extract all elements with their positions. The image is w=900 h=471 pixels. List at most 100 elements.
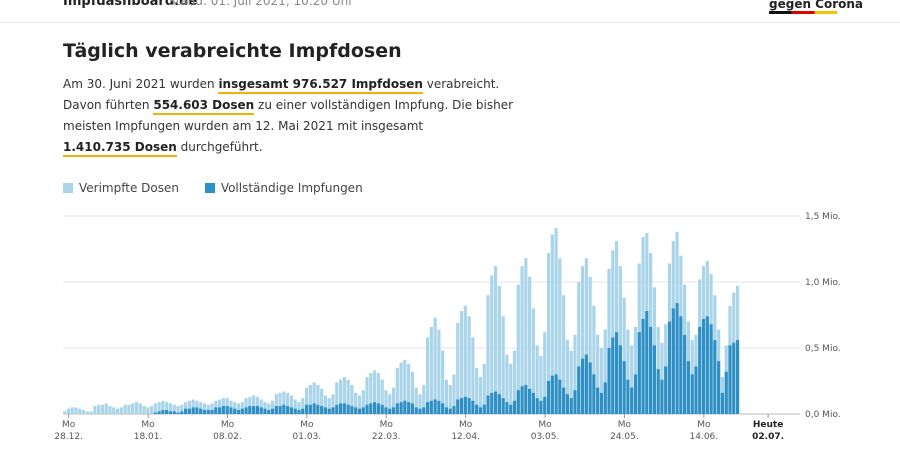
bar-total xyxy=(187,400,191,414)
bar-complete xyxy=(267,410,271,414)
bar-complete xyxy=(660,379,664,414)
bar-complete xyxy=(565,394,570,414)
bar-total xyxy=(320,388,324,414)
bar-complete xyxy=(478,407,483,414)
bar-complete xyxy=(452,406,456,414)
flag-stripe xyxy=(769,11,837,14)
bar-total xyxy=(172,404,176,414)
bar-total xyxy=(199,402,203,414)
bar-complete xyxy=(486,395,490,414)
bar-total xyxy=(142,406,146,414)
bar-total xyxy=(607,268,611,414)
legend-label-complete: Vollständige Impfungen xyxy=(220,181,363,195)
bar-total xyxy=(218,399,222,414)
bar-complete xyxy=(626,379,630,414)
bar-total xyxy=(289,395,294,414)
bar-total xyxy=(558,258,562,414)
bar-complete xyxy=(641,318,645,414)
bar-complete xyxy=(187,408,191,414)
bar-total xyxy=(327,398,331,414)
summary-text: Am 30. Juni 2021 wurden insgesamt 976.52… xyxy=(63,74,783,158)
bar-total xyxy=(471,337,475,414)
site-name[interactable]: Impfdashboard.de xyxy=(63,0,198,9)
bar-total xyxy=(596,334,600,414)
bar-total xyxy=(463,305,467,414)
bar-complete xyxy=(732,342,736,414)
bar-complete xyxy=(282,404,286,414)
bar-total xyxy=(259,399,263,414)
bar-total xyxy=(361,390,365,414)
bar-complete xyxy=(327,408,331,414)
bar-complete xyxy=(221,406,225,414)
bar-total xyxy=(89,411,93,414)
bar-total xyxy=(497,285,501,414)
bar-complete xyxy=(512,400,517,414)
bar-total xyxy=(301,398,305,414)
bar-complete xyxy=(497,394,501,414)
bar-complete xyxy=(584,354,588,414)
bar-complete xyxy=(701,318,706,414)
bar-total xyxy=(433,317,437,414)
bar-complete xyxy=(441,403,445,414)
summary-part: durchgeführt. xyxy=(176,140,263,154)
bar-total xyxy=(573,334,577,414)
bar-total xyxy=(210,403,214,414)
bar-total xyxy=(293,399,297,414)
x-tick-date: 24.05. xyxy=(610,432,639,442)
bar-total xyxy=(580,266,585,414)
bar-total xyxy=(202,403,207,414)
bar-complete xyxy=(391,407,396,414)
bar-complete xyxy=(399,402,403,414)
bar-total xyxy=(252,395,256,414)
total-doses-highlight: insgesamt 976.527 Impfdosen xyxy=(218,77,423,94)
bar-complete xyxy=(342,403,346,414)
bar-total xyxy=(429,326,433,414)
bar-complete xyxy=(180,411,184,414)
bar-total xyxy=(350,384,354,414)
bar-total xyxy=(357,395,362,414)
bar-complete xyxy=(501,398,505,414)
bar-complete xyxy=(467,398,471,414)
bar-complete xyxy=(323,407,328,414)
bar-total xyxy=(528,276,532,414)
bar-complete xyxy=(191,407,195,414)
x-tick-date: 12.04. xyxy=(451,432,480,442)
bar-complete xyxy=(588,362,592,414)
bar-complete xyxy=(675,303,679,414)
bar-total xyxy=(531,308,535,414)
bar-complete xyxy=(165,410,169,414)
bar-total xyxy=(354,392,358,414)
bar-complete xyxy=(168,411,173,414)
x-tick-weekday: Mo xyxy=(697,420,711,430)
page-title: Täglich verabreichte Impfdosen xyxy=(63,40,402,62)
bar-total xyxy=(369,373,373,414)
bar-total xyxy=(248,396,252,414)
bar-total xyxy=(520,266,524,414)
bar-complete xyxy=(229,407,233,414)
bar-total xyxy=(588,276,592,414)
bar-complete xyxy=(444,407,449,414)
bar-total xyxy=(168,403,173,414)
bar-total xyxy=(410,371,415,414)
legend-item-total[interactable]: Verimpfte Dosen xyxy=(63,181,179,195)
bar-complete xyxy=(713,340,717,414)
bar-total xyxy=(66,408,70,414)
bar-total xyxy=(286,392,290,414)
bar-complete xyxy=(301,408,305,414)
bar-complete xyxy=(308,404,312,414)
bar-total xyxy=(554,227,558,414)
bar-complete xyxy=(354,407,358,414)
bar-total xyxy=(630,345,634,414)
top-bar: Impfdashboard.de Stand: 01. Juli 2021, 1… xyxy=(0,0,900,23)
bar-complete xyxy=(357,408,362,414)
legend-item-complete[interactable]: Vollständige Impfungen xyxy=(204,181,363,195)
bar-total xyxy=(660,342,664,414)
bar-total xyxy=(622,297,626,414)
legend-swatch-total xyxy=(63,183,73,193)
x-tick-date: 18.01. xyxy=(134,432,163,442)
campaign-logo[interactable]: gegen Corona xyxy=(769,0,864,11)
bar-total xyxy=(323,395,328,414)
bar-complete xyxy=(153,412,157,414)
bar-total xyxy=(456,322,460,414)
bar-complete xyxy=(456,399,460,414)
